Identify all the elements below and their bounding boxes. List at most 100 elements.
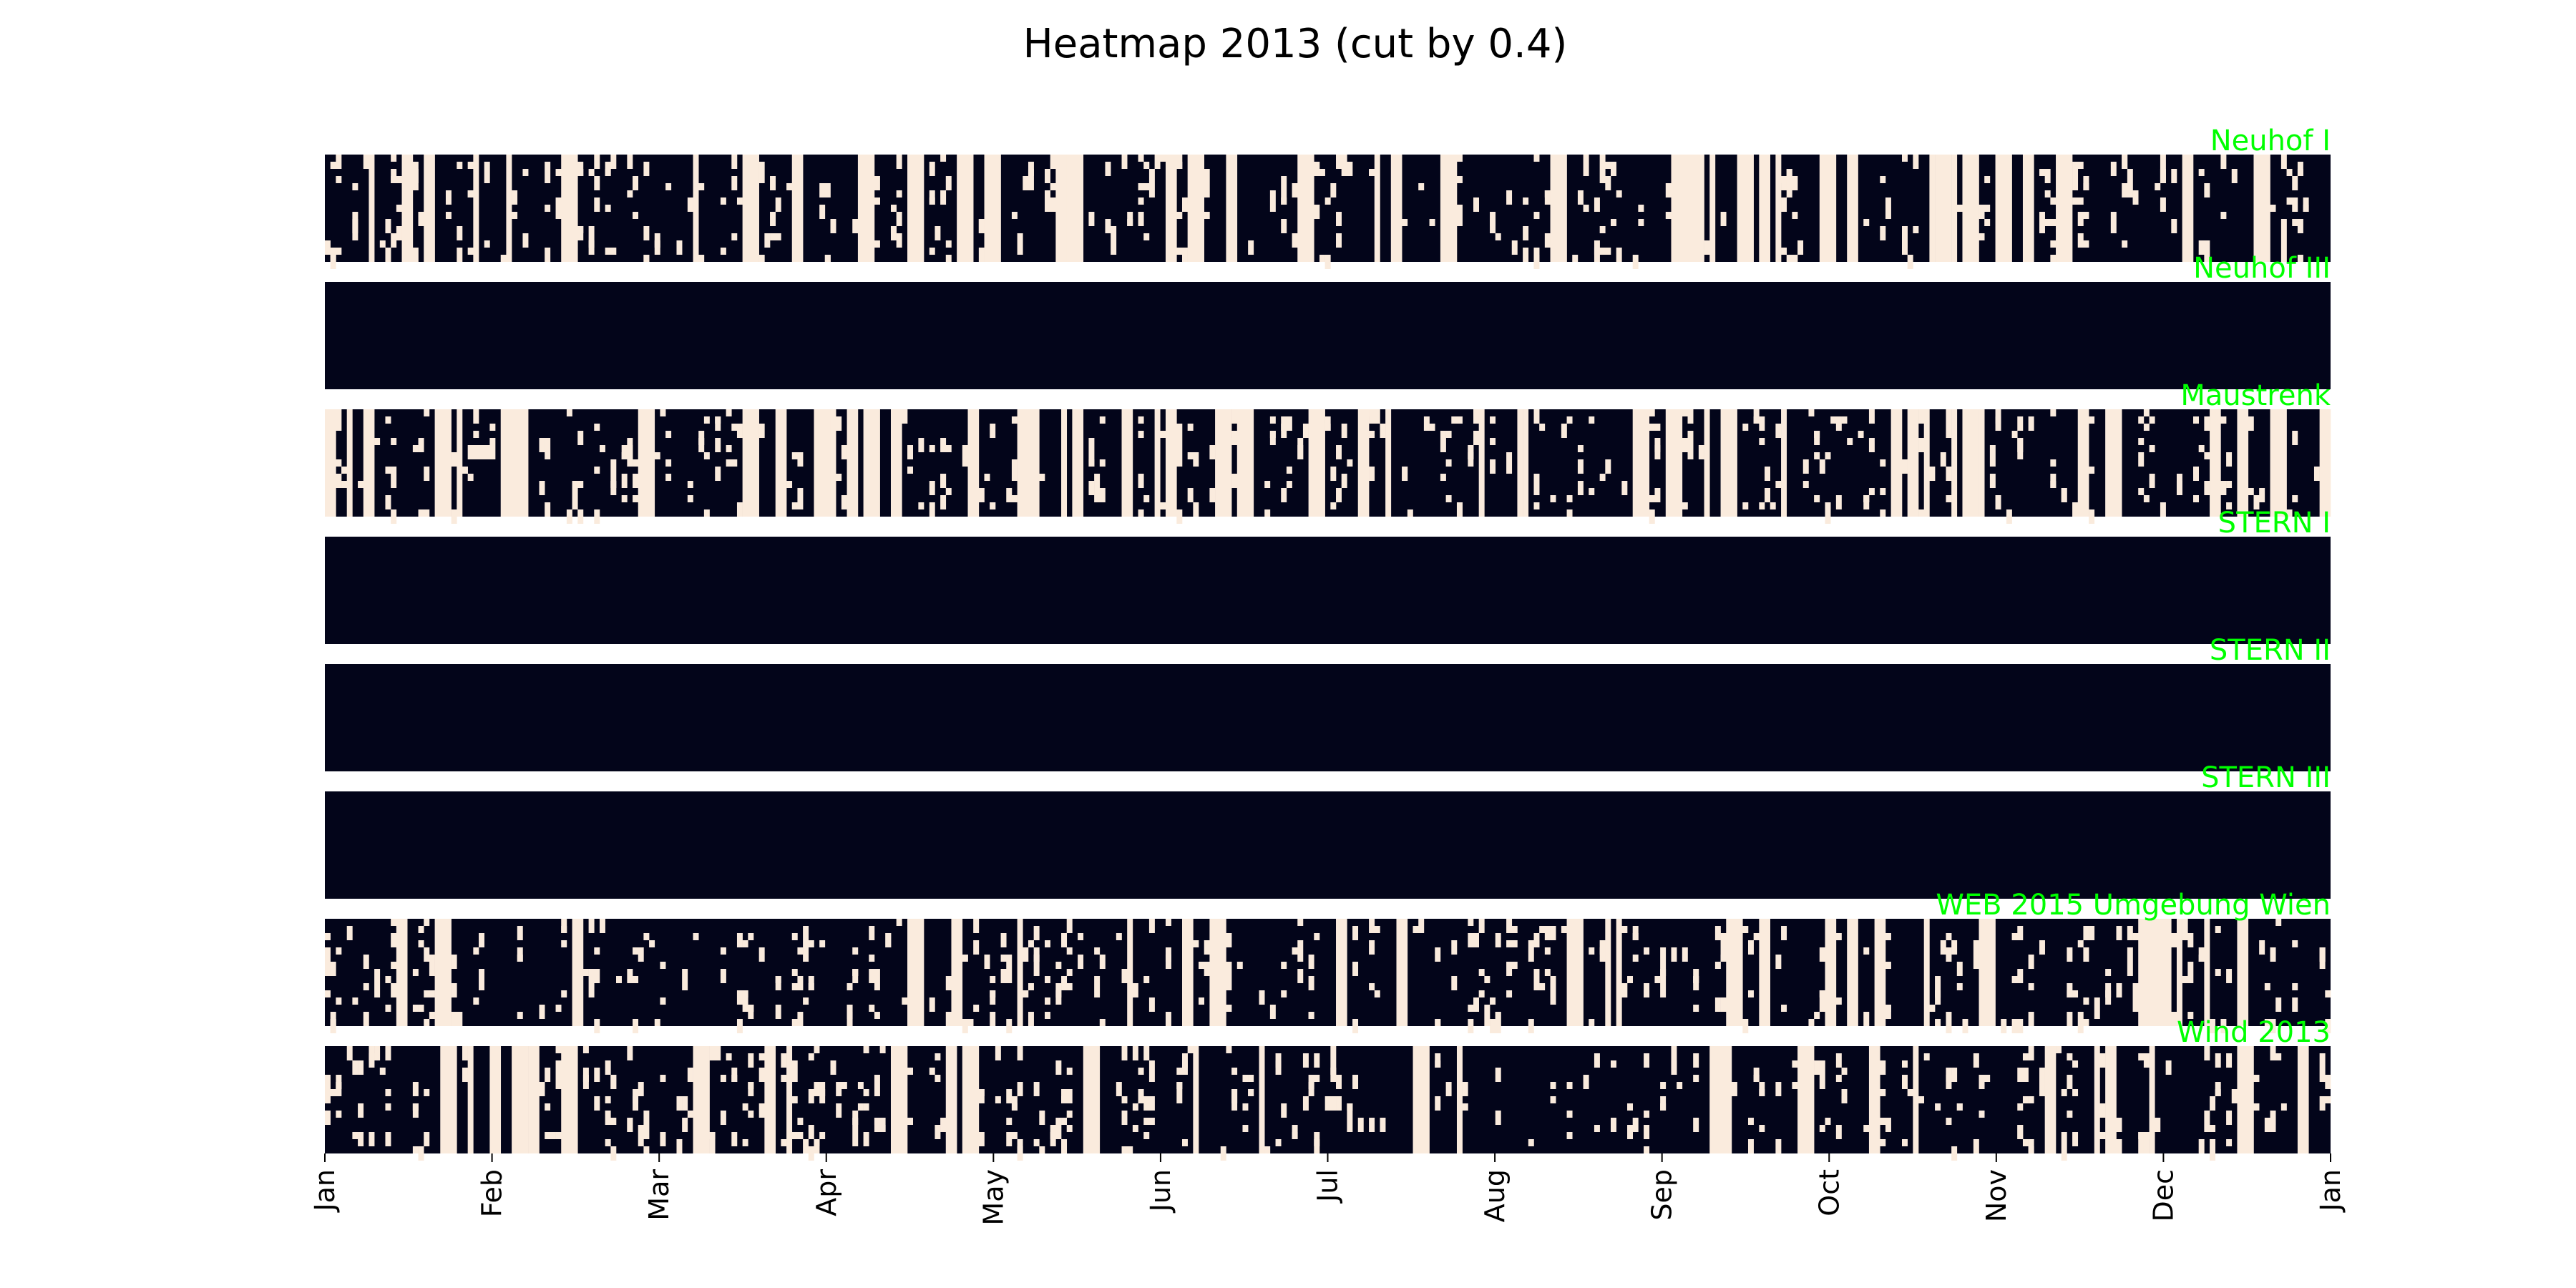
heatmap-cell (577, 481, 584, 488)
heatmap-cell (1693, 1118, 1699, 1132)
heatmap-cell (610, 1075, 617, 1089)
heatmap-cell (1747, 1139, 1754, 1146)
x-axis: Jan Feb Mar Apr May Jun Jul Aug Sep Oct Nov Dec Jan (309, 1153, 2346, 1226)
heatmap-cell (660, 962, 666, 969)
heatmap-cell (907, 1118, 913, 1125)
heatmap-cell (457, 1012, 463, 1026)
heatmap-cell (945, 445, 952, 452)
heatmap-stripe (693, 1046, 710, 1153)
heatmap-cell (391, 919, 397, 926)
heatmap-cell (736, 424, 743, 438)
heatmap-cell (1143, 1118, 1150, 1125)
heatmap-cell (2264, 1019, 2270, 1026)
heatmap-stripe (1308, 409, 1325, 517)
heatmap-cell (1621, 481, 1628, 495)
heatmap-cell (2143, 495, 2150, 502)
heatmap-cell (1929, 1005, 1936, 1012)
heatmap-cell (1935, 983, 1941, 997)
heatmap-cell (1533, 248, 1540, 262)
heatmap-cell (1539, 424, 1546, 431)
heatmap-cell (1281, 176, 1287, 190)
heatmap-cell (715, 438, 721, 452)
heatmap-stripe (1874, 919, 1886, 1026)
heatmap-cell (2061, 1089, 2067, 1096)
heatmap-cell (2155, 1118, 2161, 1132)
heatmap-cell (736, 1019, 743, 1033)
heatmap-cell (330, 255, 336, 269)
heatmap-cell (1902, 240, 1908, 255)
heatmap-cell (929, 481, 935, 488)
heatmap-cell (852, 969, 859, 983)
heatmap-cell (1880, 226, 1886, 233)
heatmap-cell (1281, 424, 1287, 438)
heatmap-cell (1490, 459, 1496, 474)
heatmap-cell (1490, 438, 1496, 445)
heatmap-cell (791, 983, 798, 990)
heatmap-cell (1055, 962, 1062, 969)
heatmap-cell (2127, 926, 2133, 940)
heatmap-cell (582, 969, 589, 976)
heatmap-cell (2110, 212, 2117, 226)
heatmap-cell (412, 1146, 419, 1153)
heatmap-stripe (346, 409, 353, 517)
heatmap-cell (561, 940, 567, 947)
heatmap-stripe (890, 409, 902, 517)
heatmap-cell (1000, 969, 1007, 983)
heatmap-cell (1814, 1060, 1820, 1075)
heatmap-cell (391, 438, 397, 445)
heatmap-cell (2089, 509, 2095, 524)
heatmap-cell (1066, 1125, 1073, 1132)
heatmap-cell (1814, 452, 1820, 459)
heatmap-cell (995, 1046, 1001, 1060)
heatmap-cell (643, 162, 650, 176)
heatmap-cell (1808, 409, 1815, 416)
heatmap-cell (1286, 467, 1292, 474)
heatmap-cell (429, 990, 435, 997)
heatmap-stripe (742, 155, 759, 262)
heatmap-cell (1033, 926, 1040, 940)
heatmap-cell (1061, 1096, 1068, 1103)
heatmap-cell (1435, 1096, 1441, 1111)
heatmap-stripe (1259, 1046, 1265, 1153)
heatmap-cell (1138, 197, 1144, 205)
heatmap-cell (1533, 983, 1540, 990)
heatmap-cell (1369, 169, 1375, 176)
heatmap-cell (1506, 467, 1513, 474)
heatmap-cell (2122, 183, 2128, 197)
heatmap-cell (605, 1096, 611, 1103)
heatmap-cell (1138, 212, 1144, 226)
heatmap-cell (1369, 940, 1375, 955)
heatmap-cell (484, 445, 490, 459)
heatmap-cell (660, 1132, 666, 1146)
heatmap-cell (1660, 969, 1667, 983)
heatmap-cell (1176, 1082, 1183, 1089)
heatmap-cell (995, 1096, 1001, 1103)
heatmap-cell (2099, 1111, 2106, 1118)
heatmap-cell (1644, 1125, 1650, 1139)
heatmap-cell (973, 919, 980, 933)
heatmap-cell (1714, 997, 1721, 1012)
heatmap-stripe (1687, 155, 1704, 262)
heatmap-cell (1281, 190, 1287, 205)
heatmap-cell (1523, 248, 1529, 255)
heatmap-cell (1951, 1146, 1958, 1161)
heatmap-cell (1407, 509, 1413, 517)
heatmap-cell (1775, 424, 1782, 438)
heatmap-cell (1341, 474, 1347, 488)
heatmap-cell (940, 1118, 947, 1132)
heatmap-stripe (1962, 155, 1979, 262)
heatmap-cell (1913, 226, 1919, 233)
heatmap-cell (1456, 176, 1463, 183)
heatmap-cell (2067, 983, 2073, 997)
heatmap-cell (1066, 1089, 1073, 1103)
heatmap-cell (1380, 424, 1386, 438)
heatmap-cell (1533, 969, 1540, 983)
heatmap-cell (2044, 190, 2051, 197)
heatmap-cell (1731, 1082, 1737, 1096)
heatmap-stripe (1665, 409, 1683, 517)
heatmap-cell (2187, 976, 2194, 983)
heatmap-cell (2204, 452, 2210, 459)
heatmap-stripe (1055, 155, 1068, 262)
heatmap-cell (720, 197, 726, 205)
heatmap-cell (1511, 926, 1518, 933)
